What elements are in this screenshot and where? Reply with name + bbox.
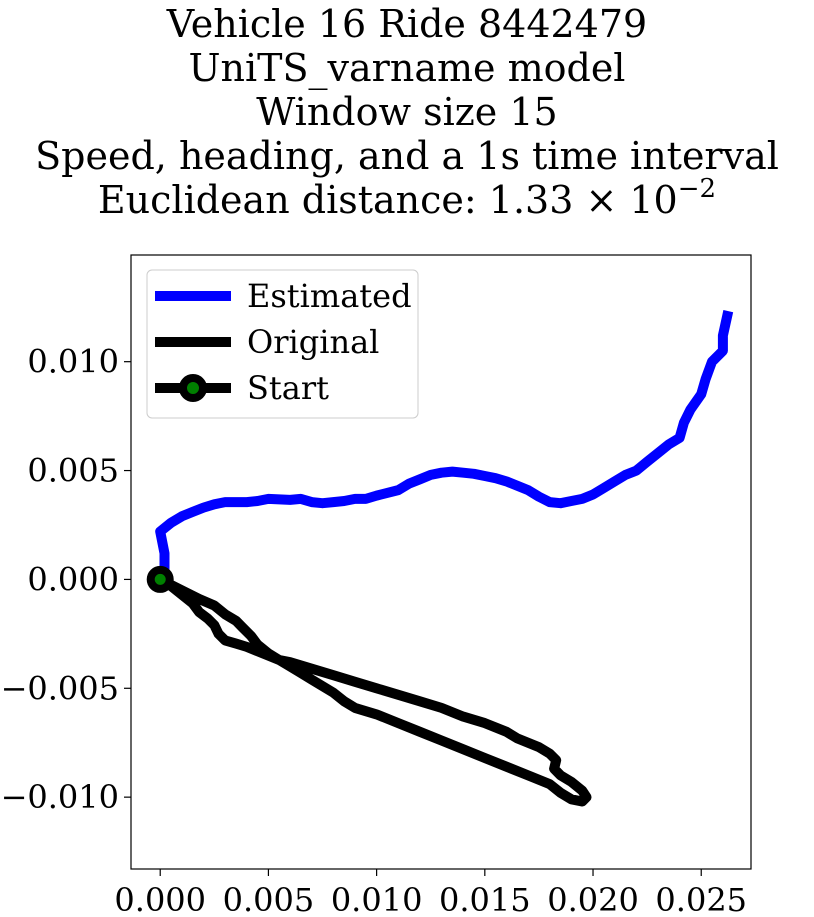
- series-layer: [146, 310, 734, 807]
- y-tick-label: −0.005: [1, 669, 119, 707]
- legend-label-estimated: Estimated: [247, 277, 412, 315]
- chart-title: Vehicle 16 Ride 8442479 UniTS_varname mo…: [0, 2, 814, 222]
- y-tick-label: 0.005: [27, 452, 119, 490]
- legend-label-start: Start: [247, 369, 329, 407]
- x-tick-label: 0.000: [114, 881, 206, 917]
- y-axis: −0.010 −0.005 0.000 0.005 0.010: [1, 343, 131, 816]
- title-line-4: Speed, heading, and a 1s time interval: [35, 134, 779, 178]
- x-tick-label: 0.005: [223, 881, 315, 917]
- y-tick-label: 0.010: [27, 343, 119, 381]
- title-line-5-text: Euclidean distance: 1.33 × 10: [97, 178, 678, 222]
- series-line-estimated: [153, 310, 734, 586]
- legend-label-original: Original: [247, 323, 379, 361]
- x-tick-label: 0.010: [331, 881, 423, 917]
- legend-marker-start: [179, 374, 207, 402]
- y-tick-label: 0.000: [27, 560, 119, 598]
- title-line-2: UniTS_varname model: [188, 46, 626, 90]
- legend: Estimated Original Start: [146, 269, 419, 419]
- x-tick-label: 0.025: [655, 881, 747, 917]
- legend-frame: [146, 269, 419, 419]
- title-line-5-exponent: −2: [677, 174, 717, 204]
- y-tick-label: −0.010: [1, 778, 119, 816]
- series-line-original: [153, 572, 592, 807]
- x-axis: 0.000 0.005 0.010 0.015 0.020 0.025: [114, 869, 747, 917]
- plot-area-frame: [130, 254, 752, 870]
- title-line-1: Vehicle 16 Ride 8442479: [166, 2, 648, 46]
- x-tick-label: 0.020: [547, 881, 639, 917]
- title-line-5: Euclidean distance: 1.33 × 10−2: [0, 176, 814, 222]
- x-tick-label: 0.015: [439, 881, 531, 917]
- start-marker: [146, 565, 174, 593]
- title-line-3: Window size 15: [256, 90, 558, 134]
